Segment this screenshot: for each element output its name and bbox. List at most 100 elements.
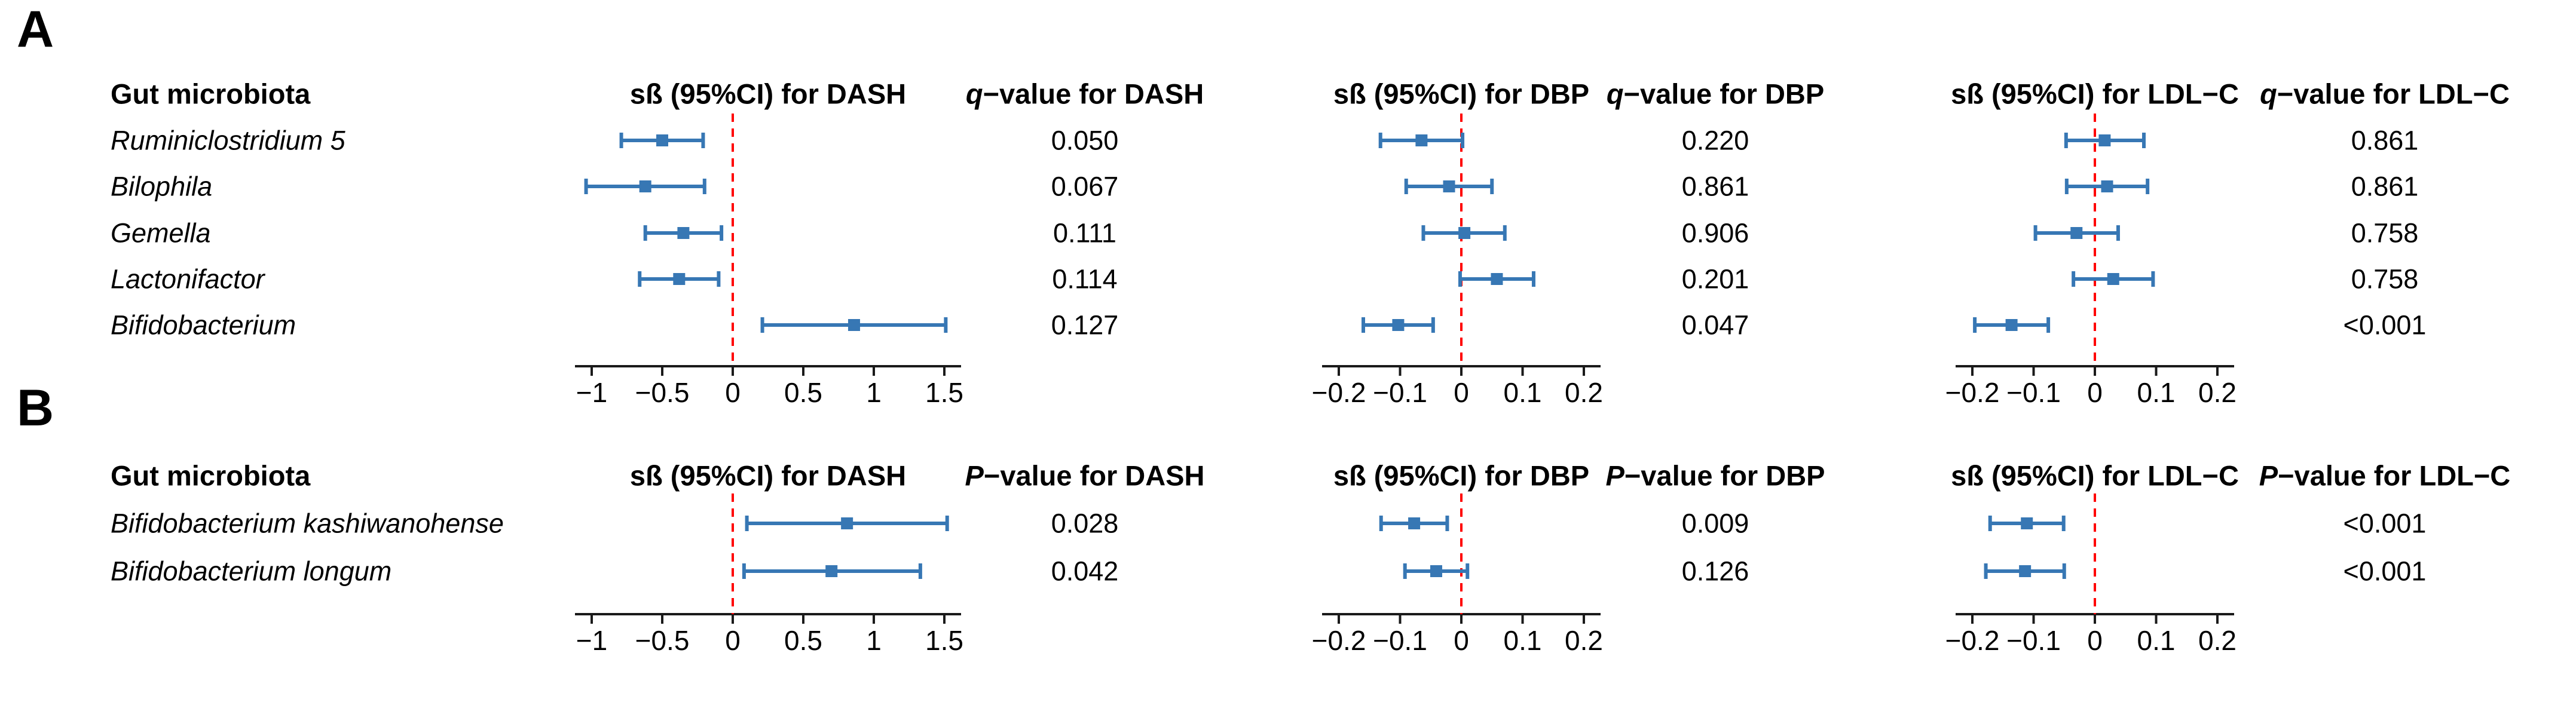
point-estimate-marker — [2021, 517, 2033, 529]
stat-value-dbp: 0.201 — [1681, 263, 1749, 295]
point-estimate-marker — [639, 180, 651, 192]
column-header-stat-ldl: P−value for LDL−C — [2259, 462, 2511, 490]
stat-value-ldl: <0.001 — [2343, 309, 2427, 341]
stat-value-dbp: 0.861 — [1681, 171, 1749, 202]
axis-tick-label: −1 — [576, 377, 608, 408]
point-estimate-marker — [1408, 517, 1421, 529]
axis-tick-label: 0.2 — [1565, 625, 1603, 656]
stat-value-dash: 0.050 — [1051, 125, 1119, 156]
point-estimate-marker — [1415, 134, 1428, 146]
stat-header-rest: −value for LDL−C — [2277, 78, 2510, 110]
axis-tick-label: 0 — [1454, 377, 1469, 408]
axis-tick-label: −0.5 — [635, 625, 690, 656]
point-estimate-marker — [2005, 319, 2018, 331]
axis-tick-label: −0.5 — [635, 377, 690, 408]
axis-tick-label: −0.2 — [1945, 625, 2000, 656]
axis-tick-label: 0.2 — [2198, 625, 2237, 656]
axis-tick-label: −0.2 — [1311, 625, 1366, 656]
column-header-stat-dbp: q−value for DBP — [1607, 80, 1824, 108]
point-estimate-marker — [656, 134, 668, 146]
point-estimate-marker — [1392, 319, 1405, 331]
stat-value-dbp: 0.906 — [1681, 217, 1749, 249]
stat-value-dash: 0.067 — [1051, 171, 1119, 202]
taxon-label: Bilophila — [111, 171, 213, 202]
point-estimate-marker — [2098, 134, 2111, 146]
point-estimate-marker — [2019, 565, 2032, 577]
axis-tick-label: −0.1 — [2006, 377, 2061, 408]
axis-tick-label: 1.5 — [925, 625, 963, 656]
stat-value-ldl: 0.861 — [2351, 171, 2419, 202]
stat-letter: q — [1606, 78, 1624, 110]
stat-letter: P — [1605, 459, 1624, 492]
axis-tick-label: 0.1 — [1503, 377, 1542, 408]
axis-tick-label: 0.1 — [1503, 625, 1542, 656]
stat-value-ldl: 0.758 — [2351, 263, 2419, 295]
point-estimate-marker — [673, 273, 686, 285]
stat-header-rest: −value for DASH — [983, 459, 1205, 492]
axis-tick-label: 0.2 — [2198, 377, 2237, 408]
axis-tick-label: 1 — [866, 377, 882, 408]
axis-tick-label: −1 — [576, 625, 608, 656]
stat-value-dbp: 0.047 — [1681, 309, 1749, 341]
taxon-label: Gemella — [111, 217, 211, 249]
stat-header-rest: −value for DASH — [983, 78, 1204, 110]
stat-value-dash: 0.042 — [1051, 556, 1119, 587]
stat-header-rest: −value for DBP — [1624, 459, 1825, 492]
stat-value-dash: 0.028 — [1051, 508, 1119, 539]
point-estimate-marker — [2070, 227, 2083, 239]
stat-value-dbp: 0.126 — [1681, 556, 1749, 587]
taxon-label: Bifidobacterium kashiwanohense — [111, 508, 504, 539]
point-estimate-marker — [1430, 565, 1442, 577]
column-header-gut-microbiota: Gut microbiota — [111, 78, 311, 110]
stat-value-ldl: 0.758 — [2351, 217, 2419, 249]
column-header-stat-dash: q−value for DASH — [966, 80, 1204, 108]
column-header-stat-dbp: P−value for DBP — [1606, 462, 1825, 490]
point-estimate-marker — [2101, 180, 2113, 192]
axis-tick-label: −0.2 — [1945, 377, 2000, 408]
point-estimate-marker — [848, 319, 860, 331]
point-estimate-marker — [1443, 180, 1455, 192]
axis-tick-label: 0.5 — [784, 377, 822, 408]
taxon-label: Bifidobacterium — [111, 309, 296, 341]
axis-tick-label: 1.5 — [925, 377, 963, 408]
axis-tick-label: −0.2 — [1311, 377, 1366, 408]
axis-tick-label: 1 — [866, 625, 882, 656]
panel-label-B: B — [17, 379, 54, 437]
axis-tick-label: 0.1 — [2137, 377, 2176, 408]
axis-tick-label: 0 — [725, 377, 741, 408]
stat-value-ldl: <0.001 — [2343, 556, 2427, 587]
column-header-stat-dash: P−value for DASH — [965, 462, 1205, 490]
column-header-plot-dbp: sß (95%CI) for DBP — [1333, 78, 1590, 110]
stat-letter: P — [965, 459, 984, 492]
point-estimate-marker — [2107, 273, 2119, 285]
column-header-stat-ldl: q−value for LDL−C — [2260, 80, 2510, 108]
stat-value-ldl: 0.861 — [2351, 125, 2419, 156]
stat-letter: q — [2260, 78, 2277, 110]
column-header-gut-microbiota: Gut microbiota — [111, 459, 311, 492]
point-estimate-marker — [1458, 227, 1471, 239]
stat-value-dash: 0.111 — [1053, 217, 1116, 249]
column-header-plot-ldl: sß (95%CI) for LDL−C — [1951, 78, 2239, 110]
stat-value-dbp: 0.009 — [1681, 508, 1749, 539]
axis-tick-label: 0 — [1454, 625, 1469, 656]
axis-tick-label: −0.1 — [1373, 625, 1427, 656]
taxon-label: Lactonifactor — [111, 263, 265, 295]
column-header-plot-ldl: sß (95%CI) for LDL−C — [1951, 459, 2239, 492]
axis-tick-label: 0 — [2087, 377, 2103, 408]
axis-tick-label: 0.2 — [1565, 377, 1603, 408]
stat-value-dash: 0.127 — [1051, 309, 1119, 341]
axis-tick-label: 0.1 — [2137, 625, 2176, 656]
axis-tick-label: 0.5 — [784, 625, 822, 656]
stat-letter: q — [965, 78, 983, 110]
point-estimate-marker — [825, 565, 838, 577]
panel-label-A: A — [17, 1, 54, 58]
point-estimate-marker — [841, 517, 853, 529]
axis-tick-label: 0 — [725, 625, 741, 656]
column-header-plot-dash: sß (95%CI) for DASH — [629, 78, 907, 110]
stat-value-dbp: 0.220 — [1681, 125, 1749, 156]
stat-letter: P — [2259, 459, 2278, 492]
column-header-plot-dbp: sß (95%CI) for DBP — [1333, 459, 1590, 492]
axis-tick-label: 0 — [2087, 625, 2103, 656]
axis-tick-label: −0.1 — [1373, 377, 1427, 408]
